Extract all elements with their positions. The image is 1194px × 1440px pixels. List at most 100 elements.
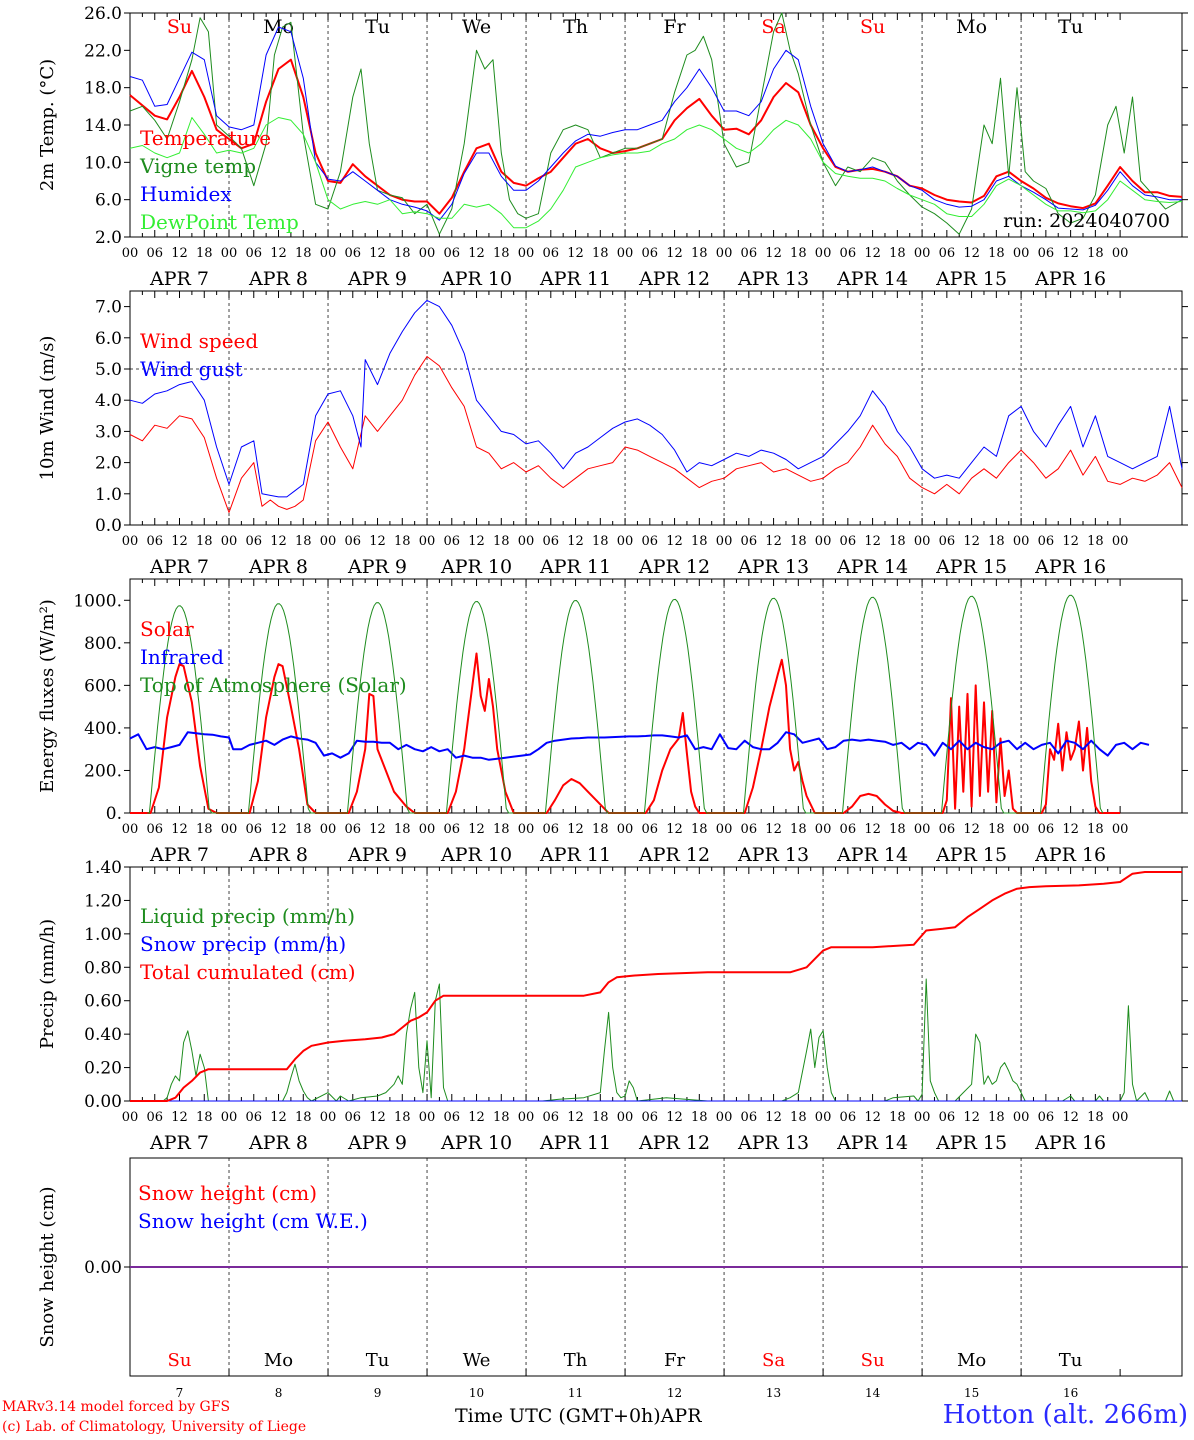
hour-label: 12 [765,1110,782,1125]
weekday-label: Fr [663,16,686,38]
hour-label: 18 [295,1110,312,1125]
hour-label: 06 [444,534,461,549]
hour-label: 18 [790,534,807,549]
hour-label: 06 [245,246,262,261]
hour-label: 00 [914,822,931,837]
hour-label: 06 [543,534,560,549]
weekday-label: Su [167,16,192,38]
date-label: APR 10 [440,1132,512,1154]
y-tick-label: 0.20 [84,1059,122,1079]
time-axis-text: Time UTC (GMT+0h) [455,1405,661,1427]
weekday-label: Mo [957,1350,986,1371]
date-label: APR 15 [935,1132,1007,1154]
hour-label: 12 [171,822,188,837]
hour-label: 00 [122,246,139,261]
hour-label: 18 [592,822,609,837]
weekday-label: Su [168,1350,192,1371]
hour-label: 12 [1062,534,1079,549]
hour-label: 18 [988,1110,1005,1125]
hour-label: 12 [864,822,881,837]
date-label: APR 11 [539,556,611,578]
legend-entry: Wind gust [140,357,243,381]
date-label: APR 8 [248,844,308,866]
hour-label: 00 [419,822,436,837]
date-label: APR 12 [638,1132,710,1154]
weekday-label: Mo [956,16,987,38]
day-number-label: 14 [865,1386,881,1400]
date-label: APR 15 [935,556,1007,578]
hour-label: 00 [914,246,931,261]
legend-entry: Top of Atmosphere (Solar) [140,673,407,697]
day-number-label: 16 [1063,1386,1078,1400]
y-tick-label: 1.20 [84,891,122,911]
hour-label: 06 [146,822,163,837]
y-tick-label: 4.0 [95,391,122,411]
series-line [129,58,1183,215]
series-line [130,652,1121,814]
hour-label: 06 [245,534,262,549]
day-number-label: 12 [667,1386,682,1400]
legend-entry: Solar [140,617,194,641]
hour-label: 18 [394,822,411,837]
model-credit: MARv3.14 model forced by GFS [2,1399,231,1415]
date-label: APR 14 [836,844,908,866]
legend-entry: Snow height (cm W.E.) [138,1209,368,1233]
hour-label: 00 [1013,822,1030,837]
hour-label: 06 [741,822,758,837]
hour-label: 18 [1087,246,1104,261]
hour-label: 18 [988,822,1005,837]
date-label: APR 14 [836,1132,908,1154]
date-label: APR 13 [737,268,809,290]
plot-frame [129,12,1183,238]
hour-label: 00 [716,822,733,837]
hour-label: 12 [171,1110,188,1125]
hour-label: 12 [567,822,584,837]
hour-label: 18 [493,534,510,549]
y-tick-label: 10.0 [84,153,122,173]
date-label: APR 10 [440,268,512,290]
hour-label: 06 [245,822,262,837]
hour-label: 12 [369,1110,386,1125]
hour-label: 00 [815,246,832,261]
hour-label: 12 [369,822,386,837]
date-label: APR 7 [149,268,209,290]
plot-frame [129,866,1183,1102]
hour-label: 18 [889,822,906,837]
hour-label: 12 [270,534,287,549]
hour-label: 18 [196,534,213,549]
hour-label: 18 [394,246,411,261]
hour-label: 06 [741,246,758,261]
y-tick-label: 6.0 [95,191,122,211]
hour-label: 06 [1038,534,1055,549]
hour-label: 06 [939,822,956,837]
weekday-label: Su [861,1350,885,1371]
date-label: APR 11 [539,268,611,290]
y-tick-label: 7.0 [95,298,122,318]
date-label: APR 9 [347,1132,407,1154]
y-tick-label: 1.00 [84,925,122,945]
y-axis-label: 10m Wind (m/s) [37,336,58,481]
legend-entry: Liquid precip (mm/h) [140,904,355,928]
hour-label: 18 [196,1110,213,1125]
hour-label: 06 [543,1110,560,1125]
hour-label: 12 [567,534,584,549]
y-tick-label: 5.0 [95,360,122,380]
date-label: APR 15 [935,268,1007,290]
hour-label: 18 [691,534,708,549]
y-axis-label: Snow height (cm) [37,1186,58,1347]
hour-label: 18 [592,534,609,549]
date-label: APR 8 [248,1132,308,1154]
hour-label: 06 [741,1110,758,1125]
hour-label: 06 [840,822,857,837]
hour-label: 00 [716,534,733,549]
time-axis-label: Time UTC (GMT+0h)APR [455,1405,702,1427]
hour-label: 18 [889,534,906,549]
hour-label: 12 [270,1110,287,1125]
y-tick-label: 0.00 [84,1092,122,1112]
hour-label: 00 [1112,534,1129,549]
hour-label: 00 [914,534,931,549]
hour-label: 00 [122,534,139,549]
hour-label: 12 [468,822,485,837]
weekday-label: We [462,16,491,38]
